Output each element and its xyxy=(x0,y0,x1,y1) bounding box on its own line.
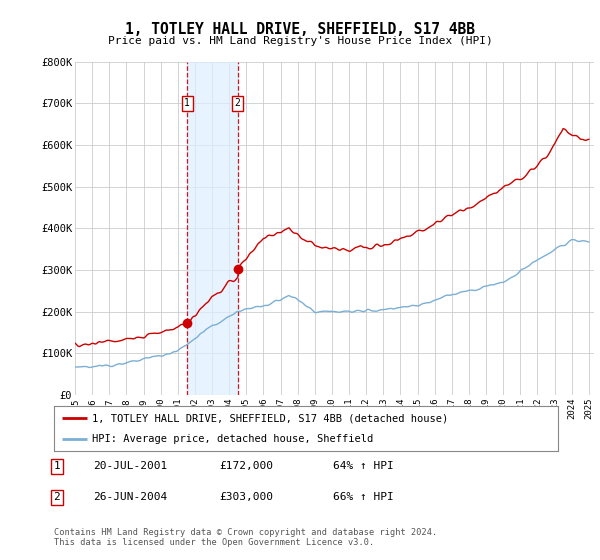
Text: 66% ↑ HPI: 66% ↑ HPI xyxy=(333,492,394,502)
Text: 1: 1 xyxy=(53,461,61,472)
Text: 1: 1 xyxy=(184,98,190,108)
Text: HPI: Average price, detached house, Sheffield: HPI: Average price, detached house, Shef… xyxy=(92,433,373,444)
Text: 64% ↑ HPI: 64% ↑ HPI xyxy=(333,461,394,472)
Text: 1, TOTLEY HALL DRIVE, SHEFFIELD, S17 4BB: 1, TOTLEY HALL DRIVE, SHEFFIELD, S17 4BB xyxy=(125,22,475,38)
Text: 1, TOTLEY HALL DRIVE, SHEFFIELD, S17 4BB (detached house): 1, TOTLEY HALL DRIVE, SHEFFIELD, S17 4BB… xyxy=(92,413,448,423)
Text: 20-JUL-2001: 20-JUL-2001 xyxy=(93,461,167,472)
Text: £303,000: £303,000 xyxy=(219,492,273,502)
Text: 26-JUN-2004: 26-JUN-2004 xyxy=(93,492,167,502)
Text: 2: 2 xyxy=(235,98,241,108)
Text: £172,000: £172,000 xyxy=(219,461,273,472)
Text: Price paid vs. HM Land Registry's House Price Index (HPI): Price paid vs. HM Land Registry's House … xyxy=(107,36,493,46)
Text: 2: 2 xyxy=(53,492,61,502)
Bar xyxy=(187,62,238,395)
Text: Contains HM Land Registry data © Crown copyright and database right 2024.
This d: Contains HM Land Registry data © Crown c… xyxy=(54,528,437,547)
